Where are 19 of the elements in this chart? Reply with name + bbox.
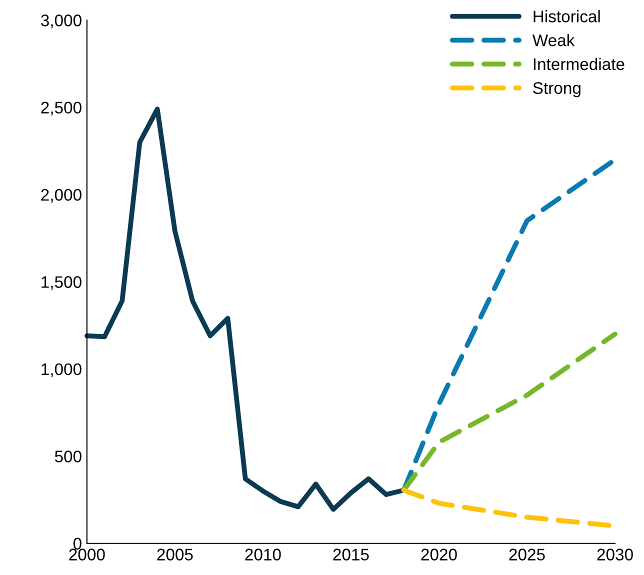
y-tick-label: 1,500 xyxy=(42,276,82,290)
y-tick-label: 1,000 xyxy=(42,363,82,378)
y-tick-label: 3,000 xyxy=(41,14,82,28)
x-tick-label: 2015 xyxy=(333,548,369,560)
x-tick-label: 2020 xyxy=(421,548,457,560)
legend-label: Intermediate xyxy=(534,58,624,70)
y-tick-label: 0 xyxy=(73,538,82,550)
y-tick-label: 2,000 xyxy=(41,188,82,203)
legend-label: Strong xyxy=(533,82,580,98)
x-tick-label: 2030 xyxy=(597,548,633,560)
line-series xyxy=(84,106,406,512)
x-tick-label: 2005 xyxy=(157,548,193,560)
x-tick-label: 2000 xyxy=(69,548,105,560)
y-tick-label: 2,500 xyxy=(41,102,82,116)
y-tick-label: 500 xyxy=(54,450,82,462)
legend-label: Historical xyxy=(534,10,600,22)
x-tick-label: 2010 xyxy=(245,548,281,560)
x-tick-label: 2025 xyxy=(509,548,545,560)
legend-label: Weak xyxy=(532,34,575,46)
